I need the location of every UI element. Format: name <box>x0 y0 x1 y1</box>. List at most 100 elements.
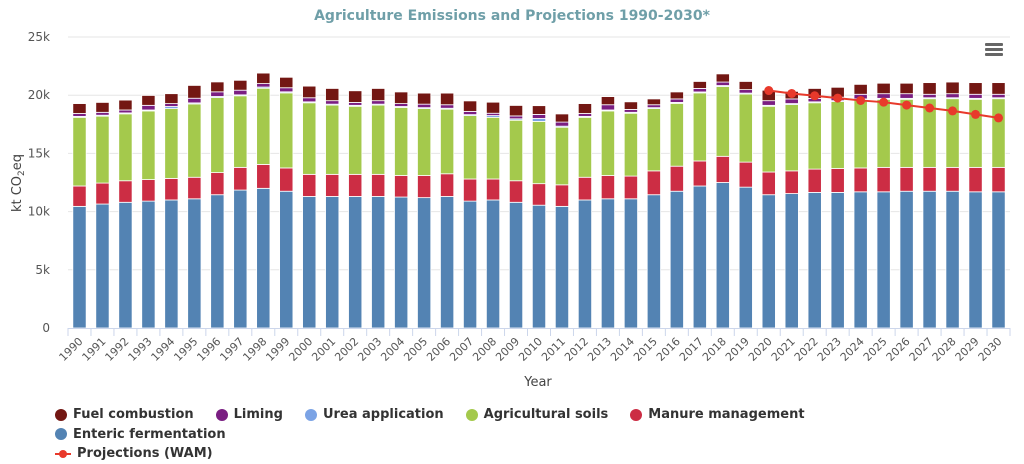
legend-item-agricultural-soils[interactable]: Agricultural soils <box>465 405 608 424</box>
bar-segment-enteric-fermentation[interactable] <box>761 194 776 329</box>
bar-segment-liming[interactable] <box>325 100 340 105</box>
bar-segment-manure-management[interactable] <box>968 166 983 193</box>
bar-segment-agricultural-soils[interactable] <box>233 95 248 168</box>
bar-segment-fuel-combustion[interactable] <box>991 82 1006 95</box>
bar-segment-fuel-combustion[interactable] <box>531 105 547 115</box>
bar-segment-enteric-fermentation[interactable] <box>463 200 478 329</box>
bar-segment-enteric-fermentation[interactable] <box>508 201 524 329</box>
bar-segment-fuel-combustion[interactable] <box>508 105 524 117</box>
bar-segment-enteric-fermentation[interactable] <box>715 182 730 329</box>
bar-segment-enteric-fermentation[interactable] <box>807 191 822 329</box>
bar-segment-fuel-combustion[interactable] <box>738 81 753 91</box>
bar-segment-fuel-combustion[interactable] <box>692 81 707 89</box>
bar-segment-manure-management[interactable] <box>715 155 730 183</box>
bar-segment-enteric-fermentation[interactable] <box>922 190 937 329</box>
bar-segment-enteric-fermentation[interactable] <box>187 198 202 329</box>
bar-segment-agricultural-soils[interactable] <box>554 126 570 186</box>
bar-segment-agricultural-soils[interactable] <box>738 93 753 163</box>
bar-segment-liming[interactable] <box>302 97 317 103</box>
bar-segment-liming[interactable] <box>187 97 202 104</box>
bar-segment-agricultural-soils[interactable] <box>279 92 294 169</box>
bar-segment-fuel-combustion[interactable] <box>945 81 960 95</box>
projection-point[interactable] <box>787 88 797 98</box>
bar-segment-manure-management[interactable] <box>210 172 225 196</box>
bar-segment-fuel-combustion[interactable] <box>233 79 248 91</box>
legend-item-enteric-fermentation[interactable]: Enteric fermentation <box>55 425 226 444</box>
bar-segment-agricultural-soils[interactable] <box>600 110 615 176</box>
bar-segment-enteric-fermentation[interactable] <box>646 194 661 329</box>
bar-segment-enteric-fermentation[interactable] <box>440 196 455 329</box>
bar-segment-manure-management[interactable] <box>164 178 179 201</box>
bar-segment-enteric-fermentation[interactable] <box>738 186 753 329</box>
bar-segment-liming[interactable] <box>784 98 799 104</box>
bar-segment-agricultural-soils[interactable] <box>325 104 340 175</box>
bar-segment-agricultural-soils[interactable] <box>807 102 822 170</box>
bar-segment-agricultural-soils[interactable] <box>646 108 661 172</box>
bar-segment-fuel-combustion[interactable] <box>141 95 156 106</box>
legend-item-manure-management[interactable]: Manure management <box>630 405 805 424</box>
bar-segment-manure-management[interactable] <box>325 173 340 197</box>
bar-segment-liming[interactable] <box>394 103 409 107</box>
projection-point[interactable] <box>994 113 1004 123</box>
bar-segment-manure-management[interactable] <box>440 173 455 197</box>
bar-segment-manure-management[interactable] <box>853 167 868 193</box>
bar-segment-agricultural-soils[interactable] <box>164 108 179 179</box>
bar-segment-agricultural-soils[interactable] <box>348 105 363 175</box>
bar-segment-agricultural-soils[interactable] <box>141 110 156 180</box>
bar-segment-enteric-fermentation[interactable] <box>945 190 960 329</box>
projection-point[interactable] <box>925 103 935 113</box>
bar-segment-enteric-fermentation[interactable] <box>899 190 914 329</box>
bar-segment-liming[interactable] <box>669 98 684 103</box>
bar-segment-fuel-combustion[interactable] <box>394 91 409 104</box>
bar-segment-fuel-combustion[interactable] <box>440 92 455 106</box>
bar-segment-manure-management[interactable] <box>669 165 684 192</box>
bar-segment-liming[interactable] <box>600 104 615 111</box>
bar-segment-enteric-fermentation[interactable] <box>600 198 615 329</box>
bar-segment-agricultural-soils[interactable] <box>187 103 202 178</box>
bar-segment-agricultural-soils[interactable] <box>95 115 110 184</box>
bar-segment-liming[interactable] <box>371 100 386 105</box>
bar-segment-agricultural-soils[interactable] <box>623 112 638 177</box>
bar-segment-fuel-combustion[interactable] <box>899 82 914 95</box>
bar-segment-fuel-combustion[interactable] <box>371 88 386 102</box>
bar-segment-enteric-fermentation[interactable] <box>164 199 179 329</box>
bar-segment-fuel-combustion[interactable] <box>646 98 661 106</box>
bar-segment-liming[interactable] <box>991 93 1006 99</box>
bar-segment-agricultural-soils[interactable] <box>371 104 386 175</box>
bar-segment-liming[interactable] <box>531 114 547 119</box>
bar-segment-fuel-combustion[interactable] <box>256 72 271 84</box>
bar-segment-fuel-combustion[interactable] <box>485 101 501 114</box>
projection-point[interactable] <box>856 95 866 105</box>
bar-segment-agricultural-soils[interactable] <box>485 116 501 180</box>
bar-segment-fuel-combustion[interactable] <box>118 99 133 111</box>
bar-segment-agricultural-soils[interactable] <box>256 87 271 165</box>
bar-segment-agricultural-soils[interactable] <box>669 102 684 167</box>
bar-segment-enteric-fermentation[interactable] <box>784 193 799 329</box>
bar-segment-liming[interactable] <box>348 102 363 106</box>
bar-segment-manure-management[interactable] <box>279 167 294 192</box>
bar-segment-liming[interactable] <box>233 89 248 96</box>
bar-segment-liming[interactable] <box>279 87 294 93</box>
bar-segment-liming[interactable] <box>646 104 661 109</box>
bar-segment-fuel-combustion[interactable] <box>968 82 983 95</box>
bar-segment-agricultural-soils[interactable] <box>440 108 455 175</box>
bar-segment-manure-management[interactable] <box>508 180 524 203</box>
projection-point[interactable] <box>971 109 981 119</box>
bar-segment-manure-management[interactable] <box>577 176 593 201</box>
bar-segment-fuel-combustion[interactable] <box>325 88 340 102</box>
bar-segment-enteric-fermentation[interactable] <box>554 205 570 329</box>
bar-segment-enteric-fermentation[interactable] <box>141 200 156 329</box>
bar-segment-fuel-combustion[interactable] <box>623 101 638 110</box>
bar-segment-manure-management[interactable] <box>187 176 202 200</box>
bar-segment-liming[interactable] <box>440 104 455 109</box>
bar-segment-manure-management[interactable] <box>922 166 937 192</box>
bar-segment-liming[interactable] <box>164 103 179 107</box>
bar-segment-fuel-combustion[interactable] <box>669 91 684 100</box>
bar-segment-agricultural-soils[interactable] <box>853 99 868 169</box>
bar-segment-liming[interactable] <box>692 88 707 93</box>
bar-segment-agricultural-soils[interactable] <box>715 86 730 157</box>
bar-segment-manure-management[interactable] <box>761 171 776 196</box>
bar-segment-agricultural-soils[interactable] <box>876 98 891 168</box>
bar-segment-liming[interactable] <box>118 109 133 114</box>
bar-segment-fuel-combustion[interactable] <box>187 85 202 99</box>
